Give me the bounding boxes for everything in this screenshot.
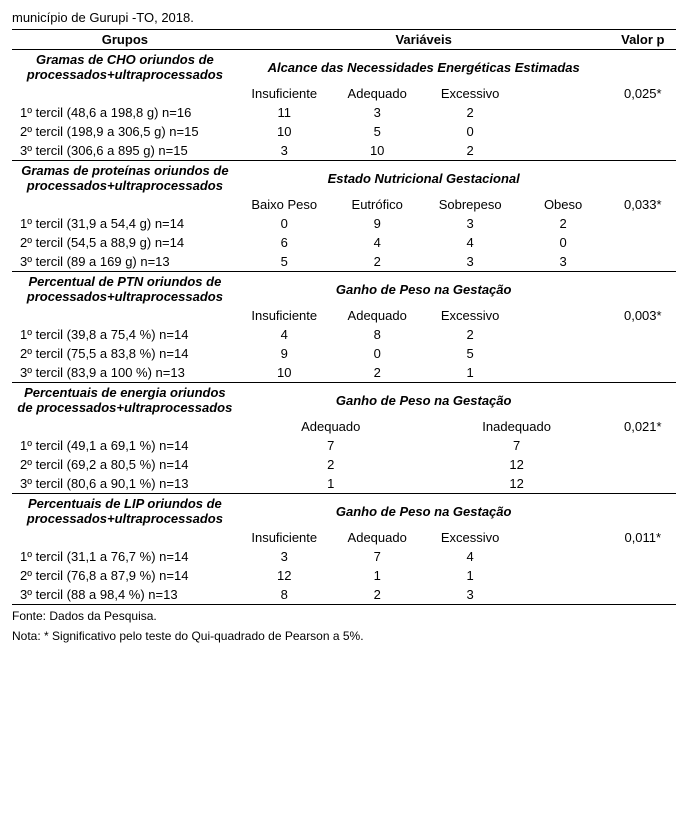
column-labels-row: InsuficienteAdequadoExcessivo0,025* [12, 84, 676, 103]
table-row: 2º tercil (75,5 a 83,8 %) n=14905 [12, 344, 676, 363]
column-labels-row: InsuficienteAdequadoExcessivo0,011* [12, 528, 676, 547]
footnote-source: Fonte: Dados da Pesquisa. [12, 609, 676, 625]
section-title-row: Percentual de PTN oriundos de processado… [12, 272, 676, 307]
section-title-row: Percentuais de LIP oriundos de processad… [12, 494, 676, 529]
table-row: 2º tercil (54,5 a 88,9 g) n=146440 [12, 233, 676, 252]
table-row: 2º tercil (198,9 a 306,5 g) n=151050 [12, 122, 676, 141]
column-labels-row: Baixo PesoEutróficoSobrepesoObeso0,033* [12, 195, 676, 214]
table-row: 1º tercil (48,6 a 198,8 g) n=161132 [12, 103, 676, 122]
table-row: 3º tercil (306,6 a 895 g) n=153102 [12, 141, 676, 161]
table-row: 3º tercil (83,9 a 100 %) n=131021 [12, 363, 676, 383]
header-row: GruposVariáveisValor p [12, 30, 676, 50]
section-title-row: Gramas de proteínas oriundos de processa… [12, 161, 676, 196]
table-row: 1º tercil (31,9 a 54,4 g) n=140932 [12, 214, 676, 233]
table-row: 2º tercil (76,8 a 87,9 %) n=141211 [12, 566, 676, 585]
table-row: 3º tercil (80,6 a 90,1 %) n=13112 [12, 474, 676, 494]
table-row: 1º tercil (31,1 a 76,7 %) n=14374 [12, 547, 676, 566]
section-title-row: Percentuais de energia oriundos de proce… [12, 383, 676, 418]
footnote-note: Nota: * Significativo pelo teste do Qui-… [12, 629, 676, 645]
column-labels-row: AdequadoInadequado0,021* [12, 417, 676, 436]
section-title-row: Gramas de CHO oriundos de processados+ul… [12, 50, 676, 85]
table-row: 3º tercil (88 a 98,4 %) n=13823 [12, 585, 676, 605]
table-row: 2º tercil (69,2 a 80,5 %) n=14212 [12, 455, 676, 474]
table-row: 1º tercil (39,8 a 75,4 %) n=14482 [12, 325, 676, 344]
results-table: GruposVariáveisValor pGramas de CHO oriu… [12, 29, 676, 605]
table-row: 3º tercil (89 a 169 g) n=135233 [12, 252, 676, 272]
table-row: 1º tercil (49,1 a 69,1 %) n=1477 [12, 436, 676, 455]
column-labels-row: InsuficienteAdequadoExcessivo0,003* [12, 306, 676, 325]
table-caption: município de Gurupi -TO, 2018. [12, 10, 676, 25]
